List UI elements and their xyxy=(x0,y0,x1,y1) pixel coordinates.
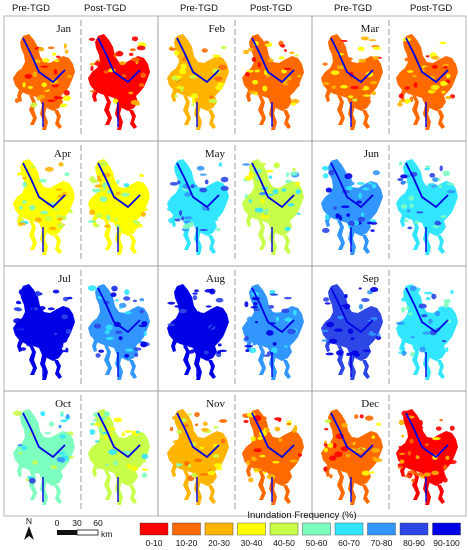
legend-label-10-20: 10-20 xyxy=(176,538,198,548)
month-panel-dec: Dec xyxy=(311,390,467,517)
month-panel-jan: Jan xyxy=(3,15,159,142)
month-panel-oct: Oct xyxy=(3,390,159,517)
month-panel-aug: Aug xyxy=(157,265,313,392)
pre-tgd-map-texture xyxy=(321,287,382,377)
legend-swatch-40-50 xyxy=(269,522,299,536)
legend-label-50-60: 50-60 xyxy=(306,538,328,548)
legend-label-0-10: 0-10 xyxy=(145,538,162,548)
post-tgd-map-texture xyxy=(397,37,456,127)
column-header-pre-tgd: Pre-TGD xyxy=(12,3,50,14)
column-header-post-tgd: Post-TGD xyxy=(250,3,292,14)
month-label: Aug xyxy=(206,273,225,285)
pre-tgd-map-texture xyxy=(167,162,229,252)
month-label: Sep xyxy=(363,273,380,285)
post-tgd-map-texture xyxy=(397,410,457,502)
post-tgd-map-texture xyxy=(242,37,304,127)
legend-swatch-30-40 xyxy=(237,522,266,536)
pre-tgd-map-texture xyxy=(13,410,75,502)
month-panel-sep: Sep xyxy=(311,265,467,392)
month-label: Dec xyxy=(361,398,379,410)
legend-label-20-30: 20-30 xyxy=(208,538,230,548)
legend-swatch-90-100 xyxy=(432,522,461,536)
pre-tgd-map-texture xyxy=(13,37,72,127)
post-tgd-map-texture xyxy=(243,287,298,377)
legend-label-30-40: 30-40 xyxy=(241,538,263,548)
post-tgd-map-texture xyxy=(87,285,150,377)
post-tgd-map-texture xyxy=(87,160,149,252)
post-tgd-map-texture xyxy=(242,162,301,252)
north-arrow-label: N xyxy=(26,516,32,526)
month-label: Mar xyxy=(361,23,380,35)
month-label: Jun xyxy=(364,148,380,160)
post-tgd-map-texture xyxy=(88,36,147,127)
legend-title: Inundation Frequency (%) xyxy=(247,510,356,521)
scale-bar-tick-0: 0 xyxy=(55,518,60,528)
post-tgd-map-texture xyxy=(395,285,454,377)
pre-tgd-map-water-extent xyxy=(167,159,229,255)
month-label: Jan xyxy=(56,23,71,35)
scale-bar-segment-white xyxy=(76,529,99,536)
legend-items: 0-10 10-20 20-30 30-40 40-50 50-60 60-70 70-80 8… xyxy=(139,522,461,548)
legend-label-80-90: 80-90 xyxy=(403,538,425,548)
legend-swatch-70-80 xyxy=(367,522,396,536)
month-panel-feb: Feb xyxy=(157,15,313,142)
post-tgd-map-texture xyxy=(242,412,303,502)
column-header-post-tgd: Post-TGD xyxy=(410,3,452,14)
column-header-pre-tgd: Pre-TGD xyxy=(334,3,372,14)
pre-tgd-map-texture xyxy=(167,287,227,377)
pre-tgd-map-texture xyxy=(322,36,382,127)
north-arrow: N xyxy=(24,516,34,540)
pre-tgd-map-texture xyxy=(14,162,73,252)
month-label: Nov xyxy=(206,398,225,410)
pre-tgd-map-water-extent xyxy=(167,409,229,505)
legend: Inundation Frequency (%) 0-10 10-20 20-30 3… xyxy=(139,510,461,548)
month-panel-nov: Nov xyxy=(157,390,313,517)
scale-bar-segment-black xyxy=(57,530,77,535)
monthly-map-grid: Jan Feb Mar Apr May Jun Jul Aug Sep Oct Nov Dec xyxy=(3,15,467,517)
pre-tgd-map-texture xyxy=(169,412,228,502)
post-tgd-map-water-extent xyxy=(88,159,150,255)
legend-swatch-60-70 xyxy=(334,522,364,536)
legend-swatch-50-60 xyxy=(302,522,331,536)
column-header-pre-tgd: Pre-TGD xyxy=(180,3,218,14)
legend-label-40-50: 40-50 xyxy=(273,538,295,548)
pre-tgd-map-texture xyxy=(323,412,383,502)
legend-swatch-0-10 xyxy=(139,522,169,536)
month-label: Feb xyxy=(209,23,226,35)
legend-label-70-80: 70-80 xyxy=(371,538,393,548)
post-tgd-map-texture xyxy=(397,161,456,252)
scale-bar-unit: km xyxy=(101,529,112,539)
column-headers: Pre-TGD Post-TGD Pre-TGD Post-TGD Pre-TG… xyxy=(12,3,452,14)
legend-swatch-10-20 xyxy=(172,522,201,536)
scale-bar: 0 30 60 km xyxy=(55,518,113,539)
month-panel-apr: Apr xyxy=(3,140,159,267)
post-tgd-map-texture xyxy=(89,411,149,502)
panel-frame xyxy=(311,390,467,517)
month-panel-jul: Jul xyxy=(3,265,159,392)
month-panel-mar: Mar xyxy=(311,15,467,142)
column-header-post-tgd: Post-TGD xyxy=(84,3,126,14)
pre-tgd-map-texture xyxy=(13,287,73,377)
scale-bar-tick-30: 30 xyxy=(72,518,82,528)
month-label: Apr xyxy=(54,148,71,160)
month-label: Oct xyxy=(55,398,71,410)
legend-swatch-20-30 xyxy=(204,522,234,536)
legend-label-60-70: 60-70 xyxy=(338,538,360,548)
pre-tgd-map-water-extent xyxy=(167,34,229,130)
month-label: Jul xyxy=(58,273,71,285)
month-panel-jun: Jun xyxy=(311,140,467,267)
legend-swatch-80-90 xyxy=(399,522,429,536)
pre-tgd-map-texture xyxy=(168,37,227,127)
legend-label-90-100: 90-100 xyxy=(433,538,460,548)
scale-bar-tick-60: 60 xyxy=(93,518,103,528)
month-panel-may: May xyxy=(157,140,313,267)
pre-tgd-map-texture xyxy=(321,162,380,252)
north-arrow-icon xyxy=(24,526,34,540)
month-label: May xyxy=(205,148,226,160)
